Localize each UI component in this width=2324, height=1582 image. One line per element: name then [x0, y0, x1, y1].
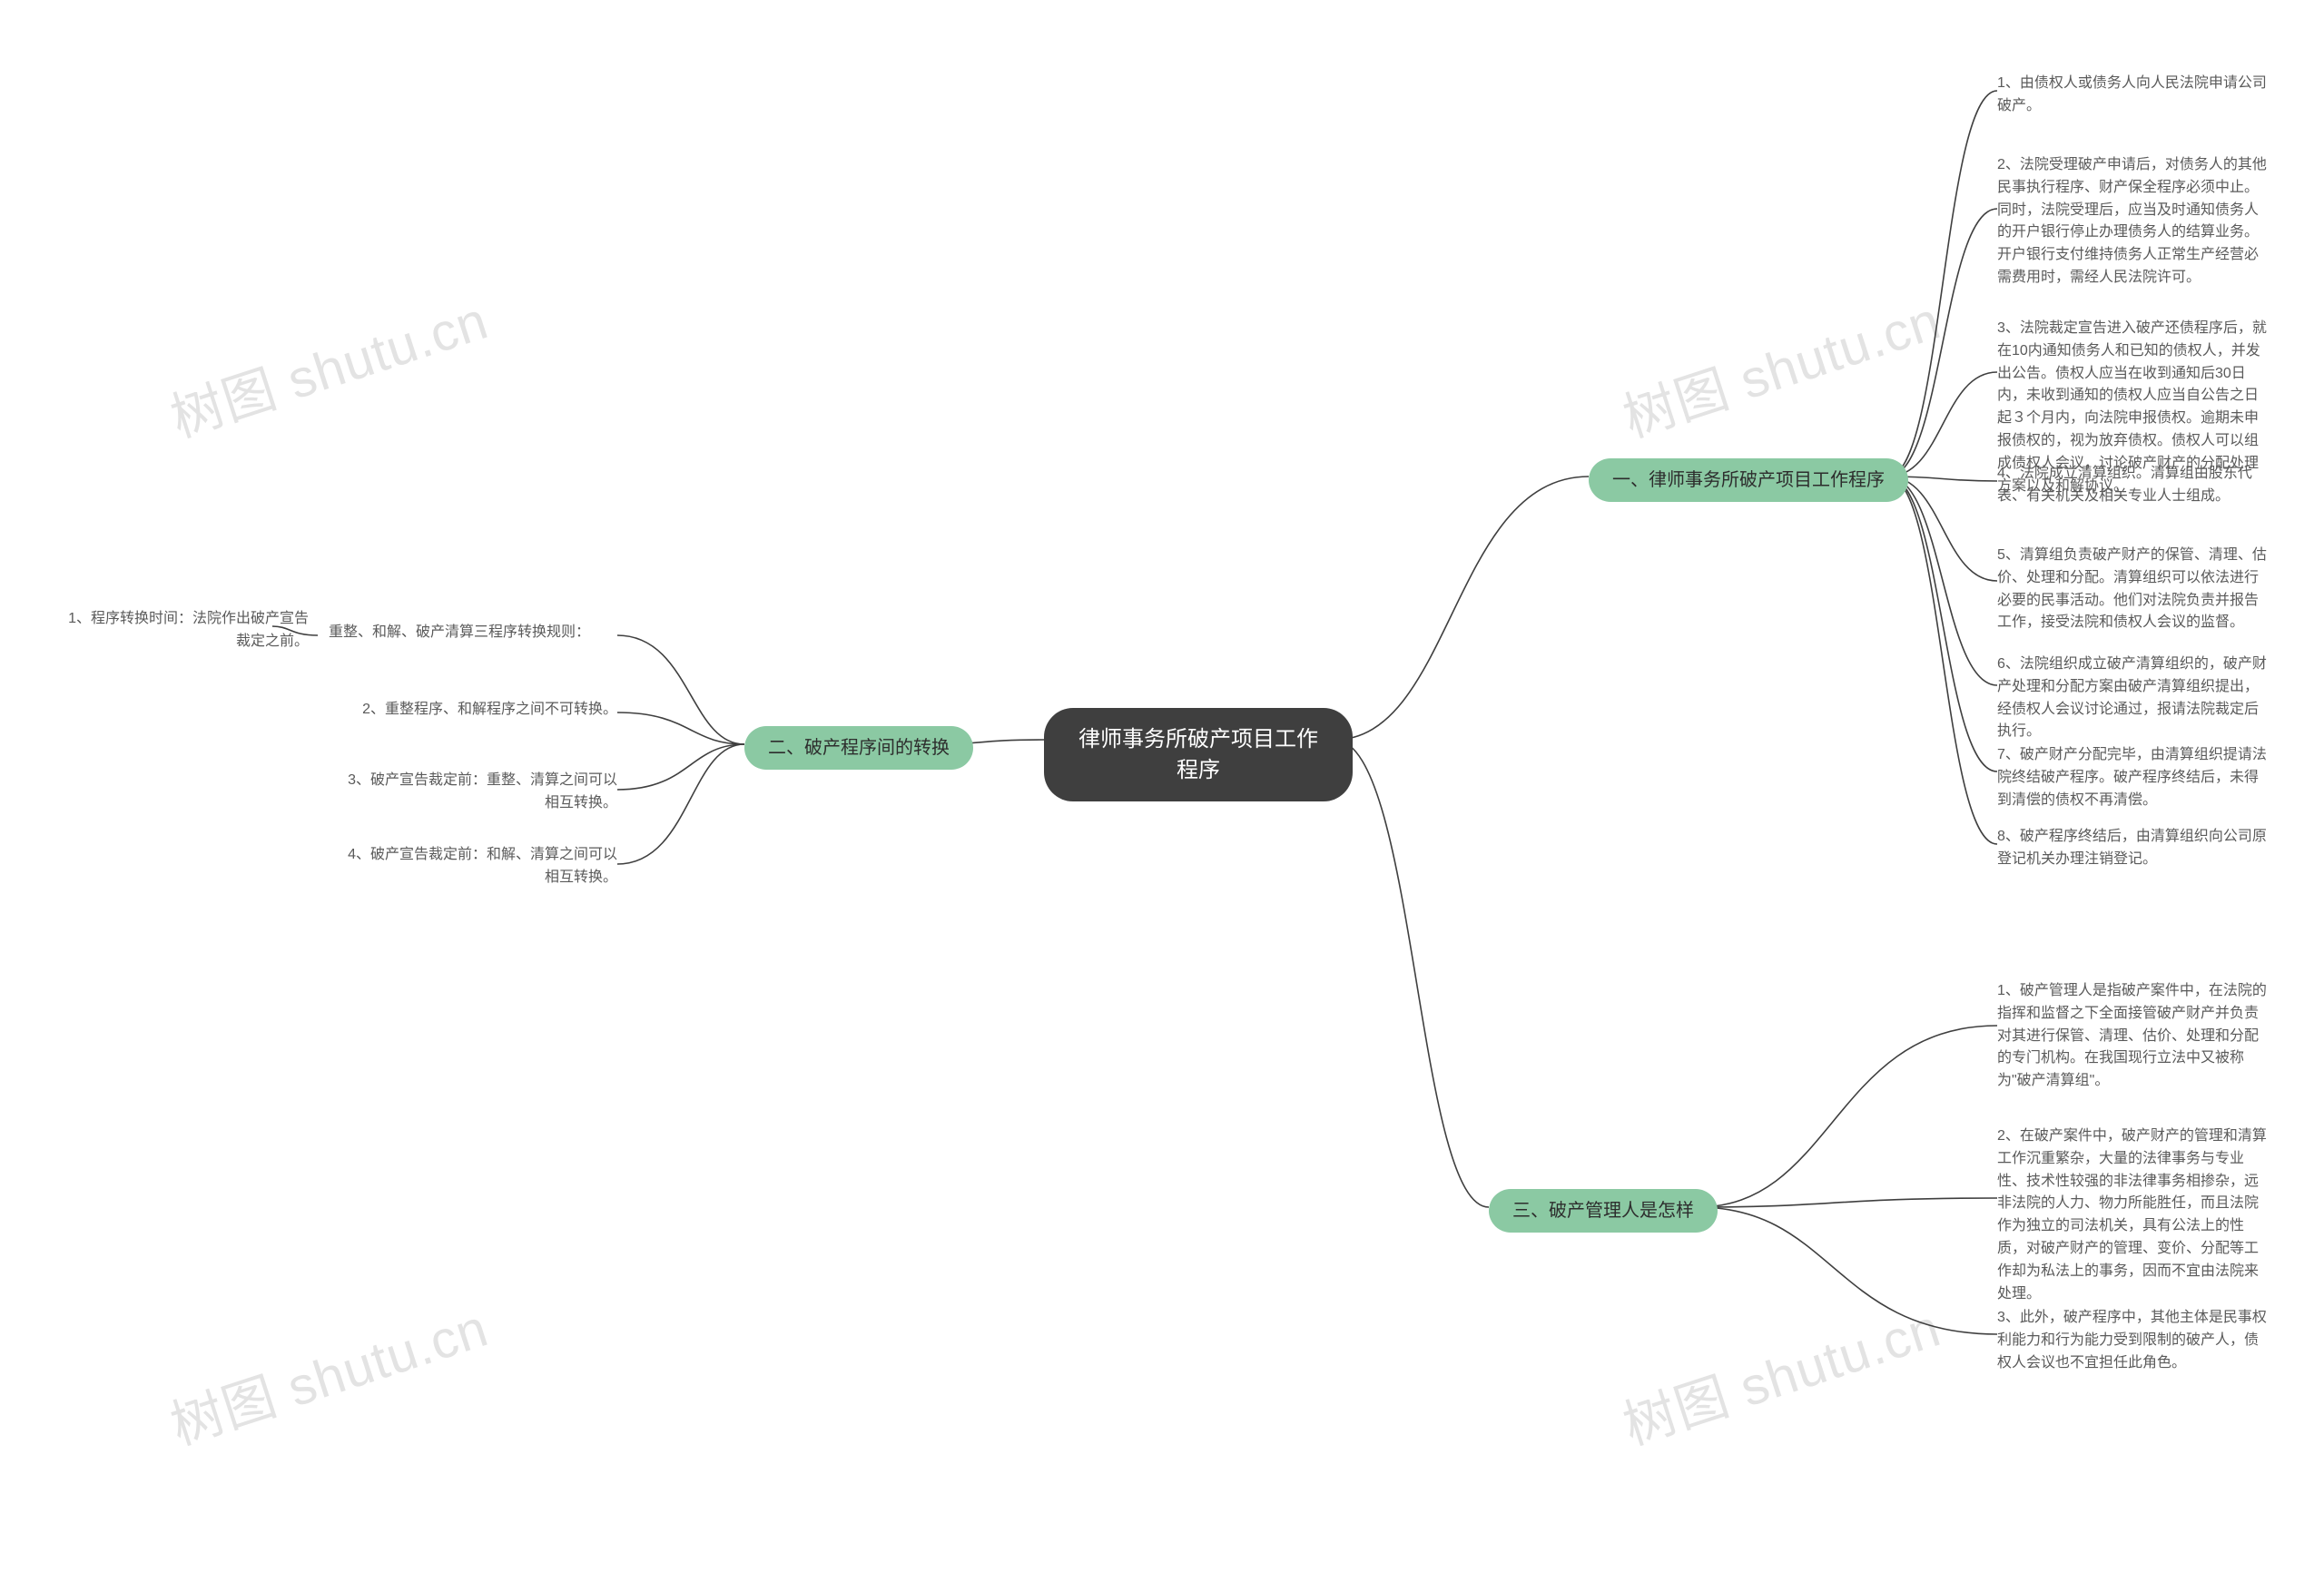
leaf-text: 3、破产宣告裁定前：重整、清算之间可以相互转换。: [348, 772, 617, 811]
leaf-text: 2、重整程序、和解程序之间不可转换。: [362, 702, 617, 717]
section-label: 一、律师事务所破产项目工作程序: [1612, 470, 1885, 490]
leaf-text: 2、法院受理破产申请后，对债务人的其他民事执行程序、财产保全程序必须中止。同时，…: [1997, 157, 2267, 285]
leaf-node[interactable]: 重整、和解、破产清算三程序转换规则：: [318, 622, 590, 644]
watermark: 树图 shutu.cn: [160, 1285, 497, 1459]
section-label: 三、破产管理人是怎样: [1512, 1201, 1694, 1221]
leaf-node[interactable]: 6、法院组织成立破产清算组织的，破产财产处理和分配方案由破产清算组织提出，经债权…: [1997, 653, 2270, 743]
leaf-text: 1、由债权人或债务人向人民法院申请公司破产。: [1997, 75, 2267, 113]
leaf-text: 2、在破产案件中，破产财产的管理和清算工作沉重繁杂，大量的法律事务与专业性、技术…: [1997, 1128, 2267, 1302]
section-node-1[interactable]: 一、律师事务所破产项目工作程序: [1589, 458, 1908, 502]
leaf-text: 7、破产财产分配完毕，由清算组织提请法院终结破产程序。破产程序终结后，未得到清偿…: [1997, 747, 2267, 808]
root-node[interactable]: 律师事务所破产项目工作程序: [1044, 708, 1353, 801]
leaf-text: 4、法院成立清算组织。清算组由股东代表、有关机关及相关专业人士组成。: [1997, 466, 2252, 504]
leaf-node[interactable]: 5、清算组负责破产财产的保管、清理、估价、处理和分配。清算组织可以依法进行必要的…: [1997, 545, 2270, 634]
leaf-text: 重整、和解、破产清算三程序转换规则：: [329, 624, 590, 640]
section-node-3[interactable]: 三、破产管理人是怎样: [1489, 1189, 1718, 1233]
leaf-text: 6、法院组织成立破产清算组织的，破产财产处理和分配方案由破产清算组织提出，经债权…: [1997, 656, 2267, 739]
mindmap-canvas: 树图 shutu.cn 树图 shutu.cn 树图 shutu.cn 树图 s…: [0, 0, 2324, 1582]
watermark: 树图 shutu.cn: [1612, 278, 1949, 452]
leaf-text: 8、破产程序终结后，由清算组织向公司原登记机关办理注销登记。: [1997, 829, 2267, 867]
leaf-text: 3、此外，破产程序中，其他主体是民事权利能力和行为能力受到限制的破产人，债权人会…: [1997, 1310, 2267, 1371]
leaf-node[interactable]: 3、破产宣告裁定前：重整、清算之间可以相互转换。: [345, 770, 617, 815]
leaf-node[interactable]: 2、法院受理破产申请后，对债务人的其他民事执行程序、财产保全程序必须中止。同时，…: [1997, 154, 2270, 290]
leaf-node[interactable]: 3、此外，破产程序中，其他主体是民事权利能力和行为能力受到限制的破产人，债权人会…: [1997, 1307, 2270, 1374]
leaf-node[interactable]: 8、破产程序终结后，由清算组织向公司原登记机关办理注销登记。: [1997, 826, 2270, 871]
leaf-node[interactable]: 1、程序转换时间：法院作出破产宣告裁定之前。: [54, 608, 309, 653]
section-node-2[interactable]: 二、破产程序间的转换: [744, 726, 973, 770]
root-label: 律师事务所破产项目工作程序: [1078, 727, 1318, 782]
leaf-text: 5、清算组负责破产财产的保管、清理、估价、处理和分配。清算组织可以依法进行必要的…: [1997, 547, 2267, 630]
leaf-node[interactable]: 2、在破产案件中，破产财产的管理和清算工作沉重繁杂，大量的法律事务与专业性、技术…: [1997, 1125, 2270, 1305]
leaf-text: 1、破产管理人是指破产案件中，在法院的指挥和监督之下全面接管破产财产并负责对其进…: [1997, 983, 2267, 1088]
leaf-node[interactable]: 2、重整程序、和解程序之间不可转换。: [345, 699, 617, 722]
leaf-text: 4、破产宣告裁定前：和解、清算之间可以相互转换。: [348, 847, 617, 885]
leaf-text: 1、程序转换时间：法院作出破产宣告裁定之前。: [68, 611, 309, 649]
leaf-node[interactable]: 4、法院成立清算组织。清算组由股东代表、有关机关及相关专业人士组成。: [1997, 463, 2270, 508]
leaf-node[interactable]: 7、破产财产分配完毕，由清算组织提请法院终结破产程序。破产程序终结后，未得到清偿…: [1997, 744, 2270, 811]
watermark: 树图 shutu.cn: [1612, 1285, 1949, 1459]
watermark: 树图 shutu.cn: [160, 278, 497, 452]
leaf-node[interactable]: 1、由债权人或债务人向人民法院申请公司破产。: [1997, 73, 2270, 118]
section-label: 二、破产程序间的转换: [768, 738, 950, 758]
leaf-node[interactable]: 1、破产管理人是指破产案件中，在法院的指挥和监督之下全面接管破产财产并负责对其进…: [1997, 980, 2270, 1093]
leaf-node[interactable]: 4、破产宣告裁定前：和解、清算之间可以相互转换。: [345, 844, 617, 889]
